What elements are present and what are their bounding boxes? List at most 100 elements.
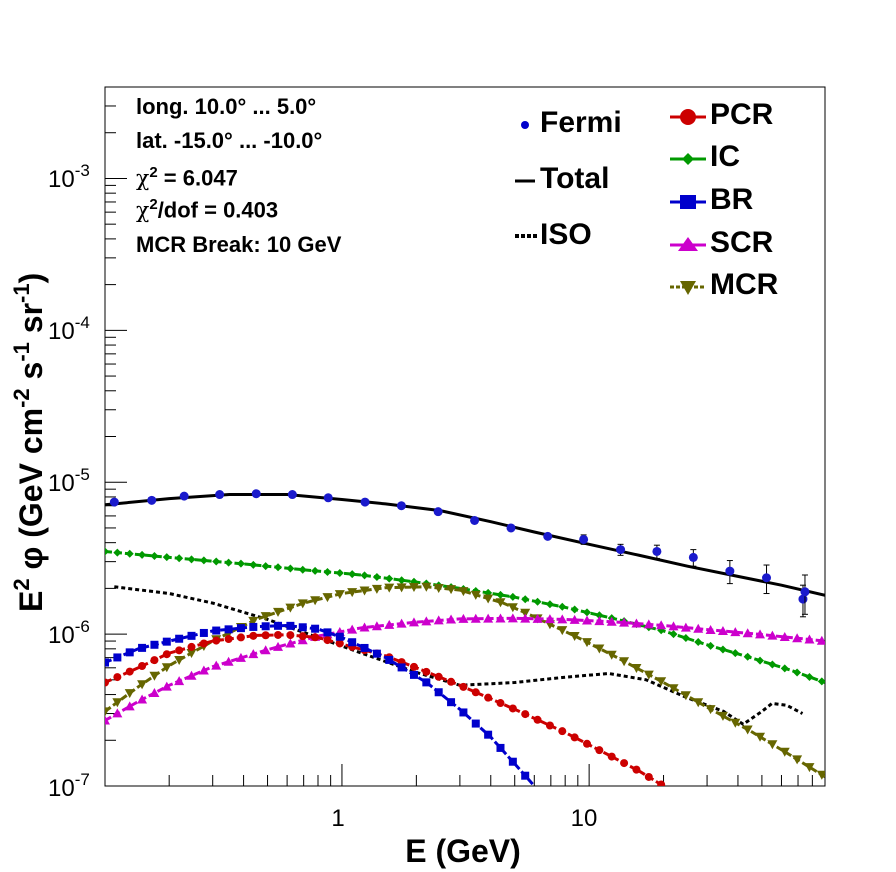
marker-pcr [311,633,320,642]
marker-pcr [409,662,418,671]
marker-scr [730,627,741,637]
marker-pcr [150,656,159,665]
marker-ic [125,549,134,558]
marker-scr [235,652,246,662]
y-tick-label-1e-4: 10-4 [48,313,90,345]
marker-pcr [422,667,431,676]
marker-scr [755,629,766,639]
marker-scr [668,621,679,631]
marker-mcr [643,670,654,680]
marker-ic [521,595,530,604]
marker-pcr [187,642,196,651]
series-layer [105,493,825,786]
marker-scr [544,614,555,624]
marker-br [484,730,493,739]
legend-symbol-fermi [521,121,529,129]
series-pcr [105,630,666,786]
marker-scr [693,623,704,633]
marker-mcr [557,626,568,636]
marker-scr [606,616,617,626]
marker-pcr [558,727,567,736]
marker-br [323,628,332,637]
marker-br [311,624,320,633]
marker-br [409,670,418,679]
marker-scr [656,620,667,630]
marker-br [175,634,184,643]
marker-mcr [792,755,803,765]
marker-ic [105,547,109,556]
marker-ic [718,645,727,654]
series-mcr [105,582,825,780]
marker-pcr [286,631,295,640]
annotation-chi2: χ2 = 6.047 [136,164,238,191]
marker-pcr [632,765,641,774]
marker-br [372,649,381,658]
marker-mcr [767,740,778,750]
marker-ic [286,564,295,573]
marker-ic [236,559,245,568]
marker-pcr [545,721,554,730]
marker-mcr [248,616,259,626]
marker-br [236,624,245,633]
fermi-point [109,497,119,507]
marker-ic [138,550,147,559]
marker-ic [669,630,678,639]
marker-scr [371,621,382,631]
marker-br [471,719,480,728]
x-tick-label-1: 1 [331,805,344,832]
marker-scr [248,649,259,659]
marker-scr [520,613,531,623]
marker-scr [211,660,222,670]
marker-ic [397,576,406,585]
marker-scr [186,670,197,680]
marker-ic [311,566,320,575]
marker-br [138,643,147,652]
marker-mcr [656,677,667,687]
chi-symbol: χ [136,166,150,192]
marker-br [348,638,357,647]
marker-pcr [113,673,122,682]
fermi-point [579,534,589,544]
y-tick-label-1e-3: 10-3 [48,161,90,193]
marker-ic [817,677,825,686]
marker-mcr [371,584,382,594]
marker-scr [767,630,778,640]
marker-scr [105,715,110,725]
legend [515,109,706,295]
marker-ic [323,567,332,576]
marker-ic [558,602,567,611]
marker-ic [348,570,357,579]
marker-scr [124,701,135,711]
marker-mcr [384,583,395,593]
marker-ic [768,660,777,669]
marker-scr [532,613,543,623]
marker-scr [161,681,172,691]
marker-scr [421,616,432,626]
marker-mcr [161,663,172,673]
marker-scr [223,656,234,666]
chi-symbol-2: χ [136,198,150,224]
marker-pcr [459,682,468,691]
marker-pcr [508,704,517,713]
fermi-point [725,566,735,576]
marker-pcr [199,639,208,648]
marker-br [125,648,134,657]
series-iso [114,585,804,727]
chi2-value: = 6.047 [157,165,238,191]
marker-ic [496,590,505,599]
annotation-chi2-dof: χ2/dof = 0.403 [136,196,278,223]
marker-pcr [595,746,604,755]
marker-br [422,678,431,687]
marker-scr [112,708,123,718]
marker-mcr [520,608,531,618]
fermi-point [147,495,157,505]
marker-pcr [175,646,184,655]
marker-scr [569,614,580,624]
marker-mcr [619,657,630,667]
fermi-point [616,545,626,555]
legend-label-br: BR [710,183,754,216]
marker-pcr [125,667,134,676]
marker-br [508,757,517,766]
legend-label-fermi: Fermi [540,106,622,139]
marker-ic [780,664,789,673]
